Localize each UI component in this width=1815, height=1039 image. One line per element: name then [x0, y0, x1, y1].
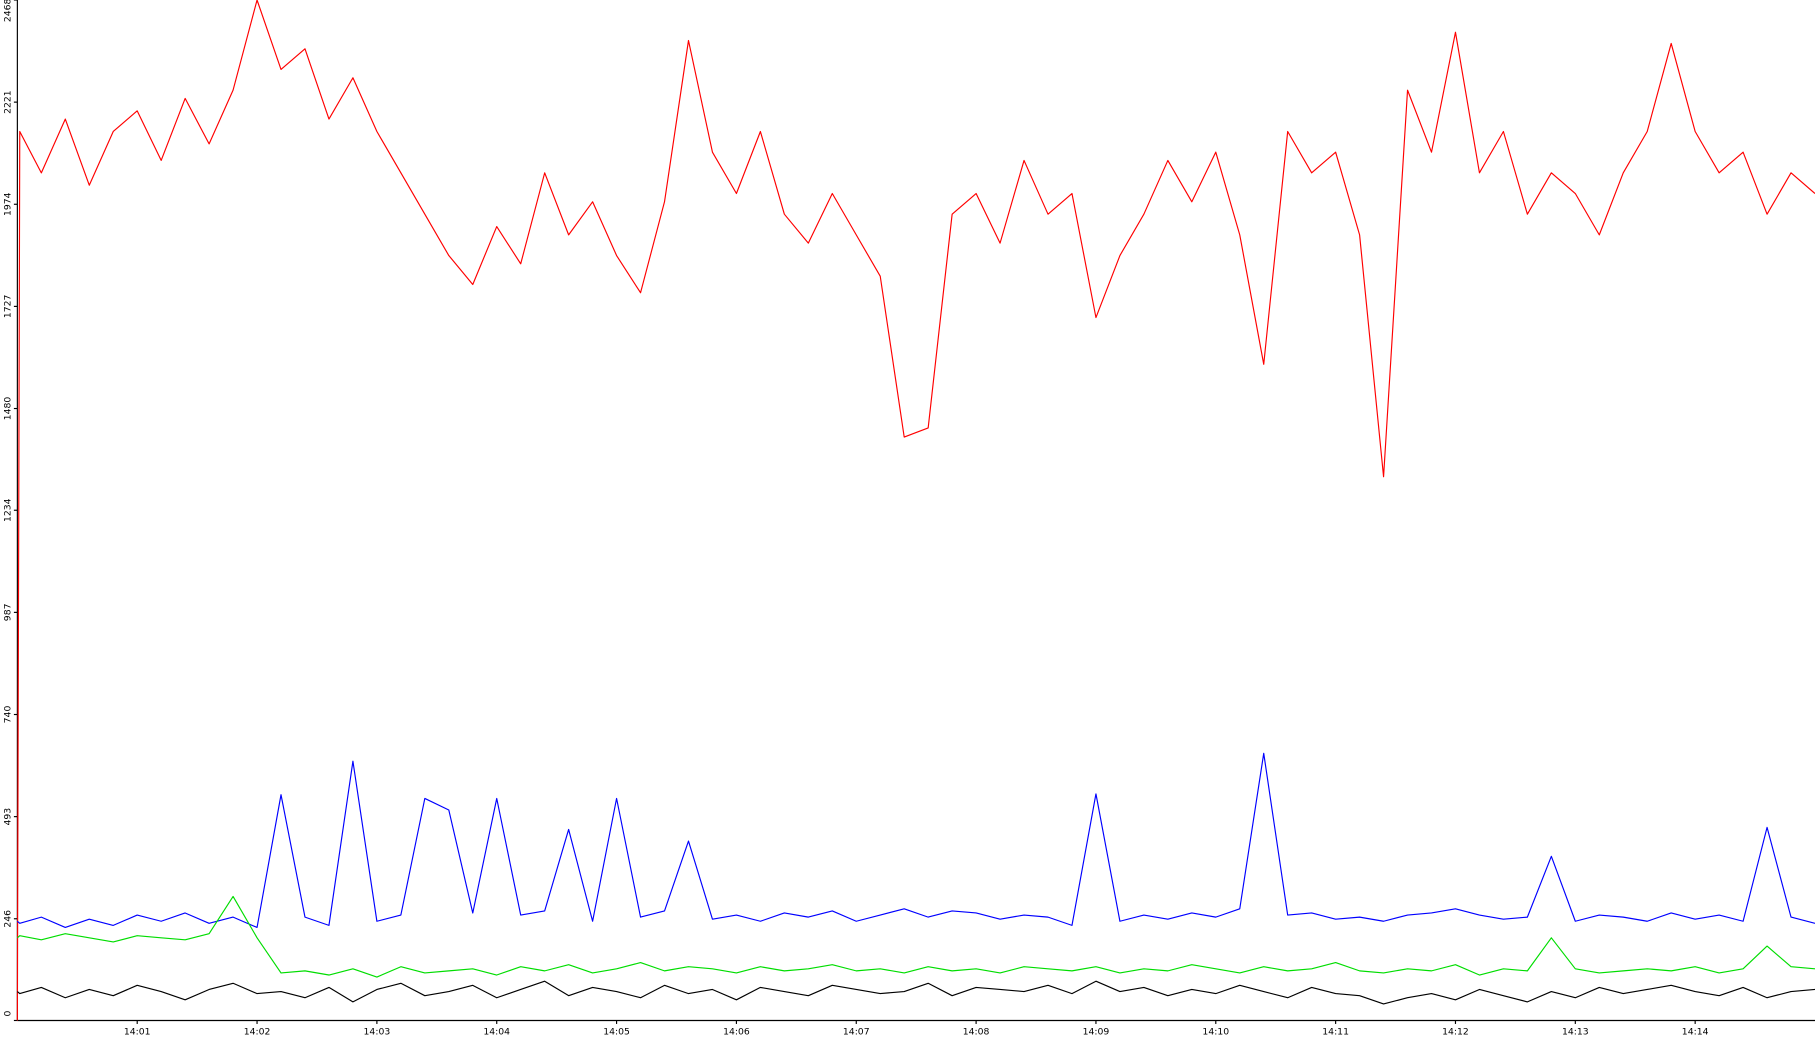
x-tick-label: 14:12 — [1442, 1027, 1469, 1038]
series-line — [16, 980, 1815, 1005]
x-tick-label: 14:02 — [244, 1027, 271, 1038]
x-tick-label: 14:09 — [1083, 1027, 1110, 1038]
series-line — [16, 0, 1815, 1021]
y-tick-label: 740 — [3, 706, 14, 724]
x-tick-label: 14:07 — [843, 1027, 870, 1038]
y-tick-label: 2221 — [3, 90, 14, 114]
x-tick-label: 14:10 — [1202, 1027, 1229, 1038]
x-tick-label: 14:05 — [603, 1027, 630, 1038]
y-tick-label: 1727 — [3, 295, 14, 319]
x-tick-label: 14:14 — [1682, 1027, 1709, 1038]
x-tick-label: 14:08 — [963, 1027, 990, 1038]
series-line — [16, 752, 1815, 929]
x-tick-label: 14:01 — [124, 1027, 151, 1038]
x-tick-label: 14:13 — [1562, 1027, 1589, 1038]
y-tick-label: 246 — [3, 910, 14, 928]
y-tick-label: 1974 — [3, 192, 14, 216]
x-tick-label: 14:06 — [723, 1027, 750, 1038]
series-line — [16, 895, 1815, 978]
y-tick-label: 1480 — [3, 397, 14, 421]
x-tick-label: 14:04 — [483, 1027, 510, 1038]
y-tick-label: 2468 — [3, 0, 14, 22]
y-tick-label: 0 — [3, 1010, 14, 1016]
y-tick-label: 987 — [3, 603, 14, 621]
x-tick-label: 14:11 — [1322, 1027, 1349, 1038]
y-tick-label: 493 — [3, 808, 14, 826]
y-tick-label: 1234 — [3, 498, 14, 522]
x-tick-label: 14:03 — [364, 1027, 391, 1038]
